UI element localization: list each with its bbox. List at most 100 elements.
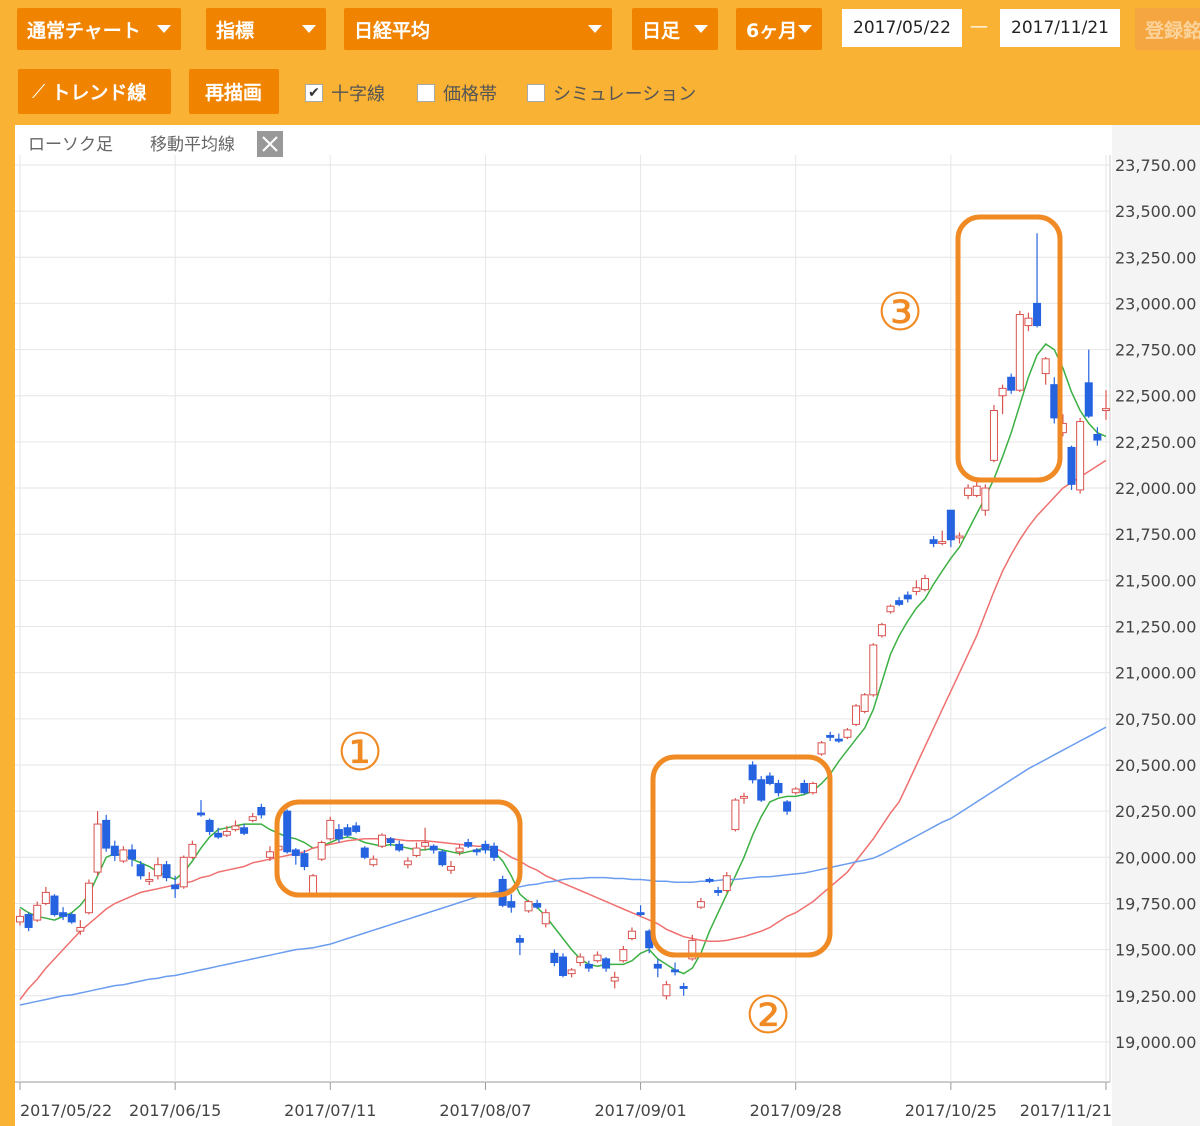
candle-body (1084, 382, 1093, 417)
candle-body (981, 487, 990, 511)
moving-average-line (19, 342, 1107, 975)
x-tick-label: 2017/05/22 (20, 1101, 112, 1120)
y-tick-label: 21,000.00 (1115, 664, 1196, 683)
tab[interactable]: ローソク足 (28, 135, 113, 155)
moving-average-line (19, 459, 1107, 1000)
candle-body (765, 775, 774, 784)
candle-body (619, 949, 628, 962)
annotation-label: ② (745, 986, 792, 1046)
checkbox (417, 84, 435, 102)
candle-body (464, 842, 473, 847)
y-tick-label: 20,500.00 (1115, 756, 1196, 775)
y-tick-label: 22,250.00 (1115, 433, 1196, 452)
candle-body (731, 799, 740, 831)
chart-type-select[interactable]: 通常チャート (17, 8, 181, 50)
candle-body (1033, 302, 1042, 327)
candle-body (412, 847, 421, 856)
candle-body (248, 816, 257, 821)
trend-line-button[interactable]: ⟋ トレンド線 (18, 69, 171, 114)
candle-body (153, 864, 162, 877)
candle-body (119, 849, 128, 862)
candle-body (722, 875, 731, 892)
candle-body (1015, 314, 1024, 391)
x-tick-label: 2017/08/07 (439, 1101, 531, 1120)
end-date-input[interactable]: 2017/11/21 (1000, 9, 1120, 47)
interval-select[interactable]: 日足 (632, 8, 718, 50)
candle-body (369, 858, 378, 866)
y-tick-label: 21,500.00 (1115, 571, 1196, 590)
candle-body (283, 810, 292, 853)
candle-body (136, 864, 145, 877)
y-tick-label: 20,250.00 (1115, 802, 1196, 821)
candle-body (852, 705, 861, 725)
candle-body (903, 594, 912, 600)
candle-body (877, 624, 886, 637)
tab[interactable]: 移動平均線 (150, 135, 235, 155)
candle-body (352, 825, 361, 832)
register-button[interactable]: 登録銘 (1135, 8, 1200, 50)
simulation-checkbox[interactable]: シミュレーション (527, 80, 696, 106)
candle-body (438, 851, 447, 866)
start-date-input[interactable]: 2017/05/22 (842, 9, 962, 47)
candle-body (197, 812, 205, 816)
candle-body (145, 878, 154, 882)
candle-body (76, 926, 85, 932)
candle-body (291, 849, 300, 856)
y-tick-label: 23,750.00 (1115, 156, 1196, 175)
y-tick-label: 23,500.00 (1115, 202, 1196, 221)
period-select[interactable]: 6ヶ月 (736, 8, 822, 50)
price-band-label: 価格帯 (443, 84, 497, 105)
candle-body (93, 823, 102, 873)
candle-body (653, 963, 662, 969)
candle-body (317, 842, 326, 860)
candle-body (714, 890, 723, 893)
candle-body (929, 539, 938, 544)
y-tick-label: 19,750.00 (1115, 894, 1196, 913)
highlight-box (650, 754, 833, 958)
redraw-button[interactable]: 再描画 (189, 69, 279, 114)
y-tick-label: 21,250.00 (1115, 618, 1196, 637)
candle-body (240, 827, 249, 834)
candle-body (602, 958, 611, 969)
candle-body (593, 954, 602, 962)
candle-body (946, 509, 955, 541)
candle-body (309, 875, 318, 895)
price-band-checkbox[interactable]: 価格帯 (417, 80, 497, 106)
candle-body (1050, 384, 1059, 419)
candle-body (59, 912, 68, 917)
candle-body (481, 843, 490, 851)
highlight-box (955, 214, 1063, 483)
candle-body (162, 864, 171, 879)
annotation-label: ① (337, 723, 384, 783)
candle-body (696, 901, 705, 908)
crosshair-checkbox[interactable]: ✔ 十字線 (305, 80, 385, 106)
candle-body (705, 878, 714, 882)
candle-body (343, 827, 352, 836)
candle-body (490, 845, 499, 858)
candle-body (378, 834, 386, 847)
candle-body (627, 930, 636, 940)
candle-body (1007, 376, 1016, 391)
candle-body (636, 912, 645, 916)
candle-body (1041, 358, 1050, 375)
candle-body (843, 729, 852, 738)
candle-body (515, 938, 524, 943)
candle-body (231, 825, 240, 831)
x-tick-label: 2017/09/01 (594, 1101, 686, 1120)
candle-body (533, 902, 542, 908)
candle-body (869, 644, 878, 696)
candle-body (33, 904, 42, 921)
candle-body (826, 734, 835, 738)
candle-body (421, 842, 430, 847)
candle-body (205, 819, 214, 832)
x-tick-label: 2017/07/11 (284, 1101, 376, 1120)
symbol-select[interactable]: 日経平均 (344, 8, 612, 50)
indicator-select[interactable]: 指標 (206, 8, 326, 50)
candle-body (774, 782, 783, 794)
candle-body (1102, 408, 1110, 412)
candle-body (472, 849, 481, 853)
candle-body (429, 845, 438, 851)
candle-body (576, 956, 585, 964)
candle-body (102, 819, 111, 849)
